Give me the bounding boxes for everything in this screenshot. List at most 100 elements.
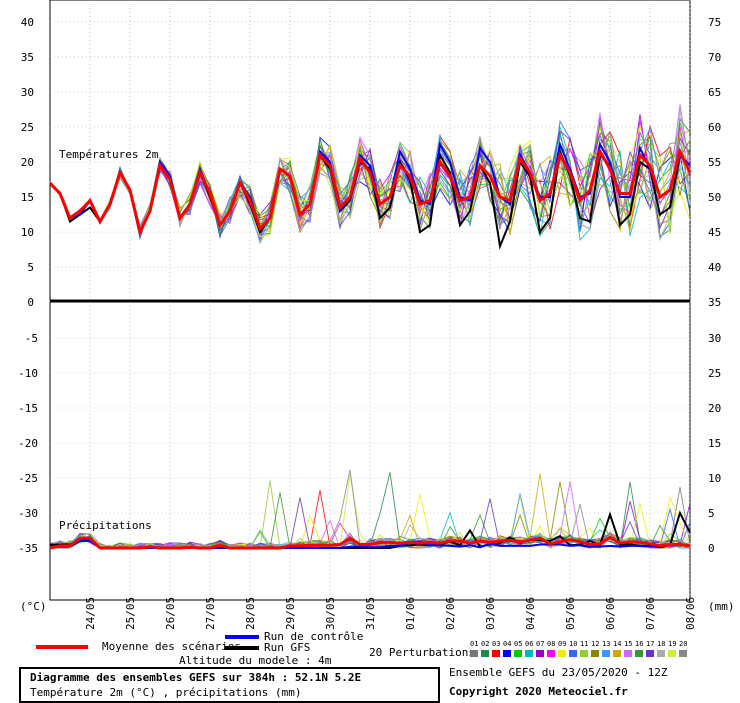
date-tick-label: 07/06 (644, 597, 657, 630)
perturbation-swatch (514, 650, 522, 657)
date-tick-label: 01/06 (404, 597, 417, 630)
temp-left-tick-label: 35 (21, 51, 34, 64)
temp-right-tick-label: 60 (708, 121, 721, 134)
precip-right-tick-label: 0 (708, 542, 715, 555)
temp-right-tick-label: 55 (708, 156, 721, 169)
title-box: Diagramme des ensembles GEFS sur 384h : … (19, 667, 440, 703)
perturbation-swatch (569, 650, 577, 657)
legend-gfs-swatch (225, 646, 259, 650)
precip-right-tick-label: 5 (708, 507, 715, 520)
legend-perturbations-label: 20 Perturbations (369, 646, 475, 659)
perturbation-swatch (624, 650, 632, 657)
temp-left-tick-label: 20 (21, 156, 34, 169)
date-tick-label: 03/06 (484, 597, 497, 630)
legend-mean-label: Moyenne des scénarios (102, 640, 242, 653)
temp-right-tick-label: 35 (708, 296, 721, 309)
perturbation-swatch (657, 650, 665, 657)
precip-right-tick-label: 25 (708, 367, 721, 380)
perturbation-id-label: 13 (602, 640, 611, 648)
precip-right-tick-label: 10 (708, 472, 721, 485)
altitude-label: Altitude du modele : 4m (179, 654, 332, 667)
date-tick-label: 28/05 (244, 597, 257, 630)
date-tick-label: 30/05 (324, 597, 337, 630)
precip-panel-label: Précipitations (59, 519, 152, 532)
perturbation-swatch (580, 650, 588, 657)
perturbation-swatch (646, 650, 654, 657)
temp-right-tick-label: 40 (708, 261, 721, 274)
temp-right-tick-label: 70 (708, 51, 721, 64)
precip-right-tick-label: 30 (708, 332, 721, 345)
perturbation-id-label: 17 (646, 640, 655, 648)
temp-left-tick-label: 30 (21, 86, 34, 99)
precip-left-tick-label: -15 (18, 402, 38, 415)
temp-right-tick-label: 45 (708, 226, 721, 239)
temp-left-tick-label: 25 (21, 121, 34, 134)
precip-left-tick-label: -5 (25, 332, 38, 345)
temperature-panel-label: Températures 2m (59, 148, 159, 161)
precip-left-tick-label: -20 (18, 437, 38, 450)
temp-left-tick-label: 5 (27, 261, 34, 274)
temp-right-tick-label: 50 (708, 191, 721, 204)
perturbation-id-label: 09 (558, 640, 567, 648)
perturbation-swatch (525, 650, 533, 657)
ensemble-run-label: Ensemble GEFS du 23/05/2020 - 12Z (449, 666, 668, 679)
temp-left-tick-label: 10 (21, 226, 34, 239)
perturbation-id-label: 20 (679, 640, 688, 648)
perturbation-id-label: 04 (503, 640, 512, 648)
perturbation-swatch (613, 650, 621, 657)
perturbation-swatch (591, 650, 599, 657)
perturbation-id-label: 03 (492, 640, 501, 648)
perturbation-id-label: 10 (569, 640, 578, 648)
temp-left-tick-label: 15 (21, 191, 34, 204)
right-unit-label: (mm) (708, 600, 735, 613)
perturbation-id-label: 19 (668, 640, 677, 648)
perturbation-swatch (481, 650, 489, 657)
date-tick-label: 25/05 (124, 597, 137, 630)
date-tick-label: 02/06 (444, 597, 457, 630)
perturbation-swatch (635, 650, 643, 657)
perturbation-swatch (536, 650, 544, 657)
perturbation-swatch (492, 650, 500, 657)
date-tick-label: 05/06 (564, 597, 577, 630)
perturbation-id-label: 15 (624, 640, 633, 648)
perturbation-id-label: 18 (657, 640, 666, 648)
date-tick-label: 29/05 (284, 597, 297, 630)
perturbation-id-label: 07 (536, 640, 545, 648)
perturbation-id-label: 02 (481, 640, 490, 648)
ensemble-mean-precip-line (49, 535, 691, 550)
date-tick-label: 26/05 (164, 597, 177, 630)
perturbation-id-label: 11 (580, 640, 589, 648)
perturbation-id-label: 16 (635, 640, 644, 648)
perturbation-id-label: 14 (613, 640, 622, 648)
footer-title: Diagramme des ensembles GEFS sur 384h : … (30, 671, 362, 684)
perturbation-id-label: 08 (547, 640, 556, 648)
temp-left-tick-label: 40 (21, 16, 34, 29)
copyright-label: Copyright 2020 Meteociel.fr (449, 685, 628, 698)
precip-left-tick-label: -30 (18, 507, 38, 520)
legend-mean-swatch (36, 645, 88, 649)
legend-gfs-label: Run GFS (264, 641, 311, 654)
precip-right-tick-label: 20 (708, 402, 721, 415)
date-tick-label: 06/06 (604, 597, 617, 630)
legend-control-swatch (225, 635, 259, 639)
precip-right-tick-label: 15 (708, 437, 721, 450)
perturbation-swatch (470, 650, 478, 657)
perturbation-id-label: 12 (591, 640, 600, 648)
date-tick-label: 31/05 (364, 597, 377, 630)
precip-left-tick-label: -25 (18, 472, 38, 485)
precip-left-tick-label: -35 (18, 542, 38, 555)
perturbation-id-label: 05 (514, 640, 523, 648)
perturbation-swatch (503, 650, 511, 657)
perturbation-id-label: 01 (470, 640, 479, 648)
legend-control-label: Run de contrôle (264, 630, 364, 643)
perturbation-swatch (602, 650, 610, 657)
footer-subtitle: Température 2m (°C) , précipitations (mm… (30, 686, 302, 699)
temp-right-tick-label: 65 (708, 86, 721, 99)
perturbation-swatch (547, 650, 555, 657)
date-tick-label: 24/05 (84, 597, 97, 630)
perturbation-swatch (558, 650, 566, 657)
temp-right-tick-label: 75 (708, 16, 721, 29)
perturbation-id-label: 06 (525, 640, 534, 648)
perturbation-swatch (668, 650, 676, 657)
